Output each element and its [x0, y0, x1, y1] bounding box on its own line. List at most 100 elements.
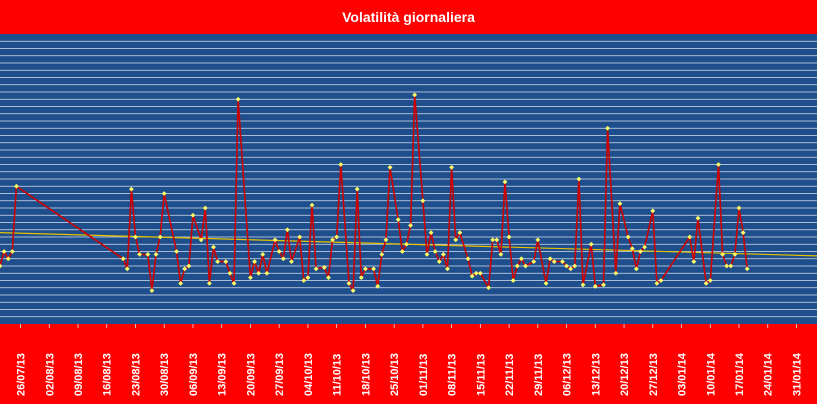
data-point: [654, 281, 660, 286]
data-point: [436, 259, 442, 265]
data-point: [264, 270, 270, 276]
data-point: [638, 249, 643, 254]
data-point: [449, 165, 455, 170]
x-tick-label: 27/09/13: [274, 353, 286, 396]
data-point: [617, 201, 623, 207]
x-axis-tick-labels: 26/07/13 02/08/13 09/08/13 16/08/13 23/08/13…: [16, 324, 803, 396]
data-point: [473, 270, 479, 276]
series-group: [0, 94, 748, 292]
data-point: [395, 217, 401, 222]
data-point: [728, 263, 734, 269]
data-point: [9, 249, 15, 254]
data-point: [424, 252, 430, 257]
data-point: [5, 256, 11, 262]
data-point: [720, 252, 725, 257]
x-tick-label: 10/01/14: [705, 352, 717, 396]
data-point: [707, 278, 713, 283]
data-point: [642, 244, 647, 250]
data-point: [145, 252, 151, 257]
data-point: [190, 212, 196, 218]
data-point: [490, 237, 496, 243]
data-point: [494, 237, 500, 243]
data-point: [514, 263, 520, 269]
data-point: [412, 92, 418, 98]
x-tick-label: 25/10/13: [389, 353, 401, 396]
x-tick-label: 11/10/13: [332, 354, 344, 396]
data-point: [691, 259, 697, 265]
data-point: [326, 275, 331, 280]
data-point: [625, 234, 631, 240]
data-point: [227, 270, 233, 276]
data-point: [592, 283, 598, 289]
data-point: [215, 259, 220, 265]
data-point: [120, 256, 126, 262]
data-point: [182, 266, 188, 272]
data-point: [301, 278, 307, 283]
data-point: [572, 263, 578, 269]
data-point: [280, 256, 286, 262]
chart-title: Volatilità giornaliera: [342, 9, 475, 25]
x-tick-label: 27/12/13: [648, 353, 660, 396]
data-point: [703, 281, 709, 286]
data-point: [736, 205, 742, 211]
data-point: [309, 202, 315, 208]
data-point: [486, 285, 491, 291]
data-point: [178, 281, 184, 286]
data-point: [330, 237, 335, 243]
x-tick-label: 29/11/13: [533, 354, 545, 396]
x-tick-label: 20/09/13: [245, 353, 257, 396]
data-point: [408, 223, 413, 228]
x-tick-label: 23/08/13: [130, 353, 142, 396]
data-point: [535, 237, 541, 243]
data-point: [137, 252, 142, 257]
x-tick-label: 16/08/13: [102, 353, 114, 396]
x-tick-label: 06/12/13: [562, 353, 574, 396]
data-point: [206, 281, 212, 286]
data-point: [543, 281, 549, 286]
marker-group: [0, 92, 750, 294]
data-point: [338, 162, 344, 167]
data-point: [371, 266, 377, 272]
data-point: [523, 263, 528, 269]
data-point: [629, 246, 635, 251]
x-tick-label: 13/09/13: [217, 353, 229, 396]
data-point: [133, 234, 138, 240]
data-point: [465, 256, 471, 262]
data-point: [375, 283, 381, 289]
x-tick-label: 02/08/13: [44, 353, 56, 396]
data-point: [211, 244, 216, 250]
data-point: [321, 265, 327, 270]
data-point: [198, 237, 204, 243]
data-point: [588, 241, 594, 247]
data-point: [580, 282, 586, 288]
data-point: [613, 270, 619, 276]
data-point: [231, 281, 237, 286]
data-point: [297, 234, 303, 240]
x-tick-label: 24/01/14: [763, 352, 775, 396]
data-point: [519, 256, 524, 262]
data-point: [346, 281, 352, 286]
data-point: [0, 263, 3, 269]
data-point: [161, 191, 167, 196]
data-point: [469, 273, 475, 279]
data-point: [248, 275, 253, 280]
data-point: [252, 259, 257, 265]
data-point: [576, 176, 582, 182]
x-tick-label: 03/01/14: [677, 352, 689, 396]
data-point: [564, 263, 569, 269]
data-point: [350, 288, 356, 294]
data-point: [399, 249, 405, 254]
data-point: [428, 230, 434, 236]
data-point: [432, 249, 438, 254]
data-point: [334, 234, 340, 240]
x-tick-label: 17/01/14: [734, 352, 746, 396]
data-point: [732, 252, 738, 257]
data-point: [605, 125, 611, 131]
x-tick-label: 31/01/14: [791, 352, 803, 396]
data-point: [551, 259, 557, 265]
data-point: [174, 249, 179, 254]
data-point: [14, 183, 19, 189]
gridlines: [0, 40, 817, 318]
x-tick-label: 30/08/13: [159, 353, 171, 396]
